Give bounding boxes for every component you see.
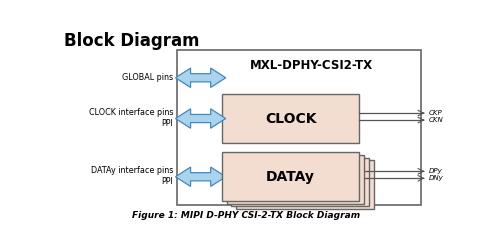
Text: DPy: DPy (429, 168, 443, 174)
Bar (231, 158, 369, 206)
Bar (177, 50, 421, 205)
Text: CKP: CKP (429, 110, 443, 116)
Text: DNy: DNy (429, 175, 444, 181)
Text: DATAy: DATAy (266, 170, 315, 184)
Polygon shape (176, 167, 226, 186)
Bar (222, 94, 360, 143)
Polygon shape (176, 68, 226, 87)
Bar (222, 152, 360, 201)
Bar (227, 155, 364, 204)
Bar (236, 160, 374, 209)
Text: DATAy interface pins: DATAy interface pins (91, 166, 173, 175)
Text: MXL-DPHY-CSI2-TX: MXL-DPHY-CSI2-TX (250, 59, 373, 72)
Polygon shape (176, 109, 226, 128)
Text: CLOCK: CLOCK (265, 112, 316, 125)
Text: PPI: PPI (162, 119, 173, 128)
Text: PPI: PPI (162, 177, 173, 186)
Text: GLOBAL pins: GLOBAL pins (122, 73, 173, 82)
Text: Block Diagram: Block Diagram (64, 32, 199, 50)
Text: CKN: CKN (429, 117, 444, 123)
Text: CLOCK interface pins: CLOCK interface pins (89, 108, 173, 117)
Text: Figure 1: MIPI D-PHY CSI-2-TX Block Diagram: Figure 1: MIPI D-PHY CSI-2-TX Block Diag… (132, 211, 360, 220)
